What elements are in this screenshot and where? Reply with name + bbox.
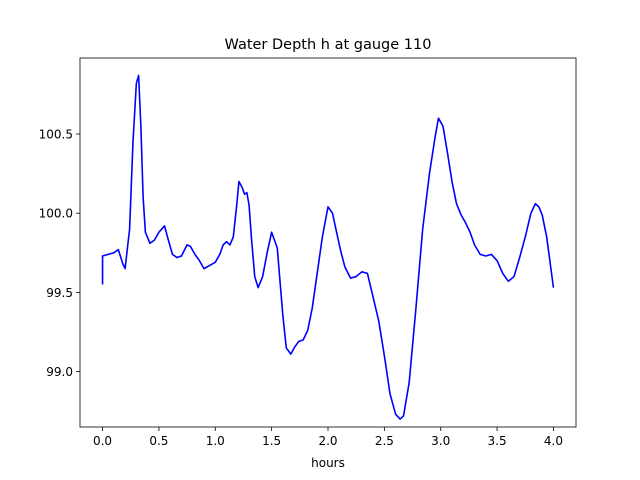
y-tick-label: 99.0 [46,365,73,379]
x-axis: 0.0 0.5 1.0 1.5 2.0 2.5 3.0 3.5 4.0 [93,427,563,448]
y-tick-label: 100.5 [39,128,73,142]
x-tick-label: 1.5 [262,434,281,448]
chart-title: Water Depth h at gauge 110 [225,37,432,53]
series-line-0 [101,74,555,420]
x-tick-label: 2.5 [375,434,394,448]
x-tick-label: 3.0 [431,434,450,448]
y-axis: 99.0 99.5 100.0 100.5 [39,128,80,379]
y-tick-label: 99.5 [46,286,73,300]
x-tick-label: 1.0 [206,434,225,448]
x-tick-label: 0.0 [93,434,112,448]
x-tick-label: 2.0 [318,434,337,448]
plot-area-frame [79,57,577,428]
x-tick-label: 0.5 [149,434,168,448]
x-tick-label: 3.5 [488,434,507,448]
x-tick-label: 4.0 [544,434,563,448]
series-layer [101,74,555,420]
y-tick-label: 100.0 [39,207,73,221]
x-axis-label: hours [311,456,345,470]
